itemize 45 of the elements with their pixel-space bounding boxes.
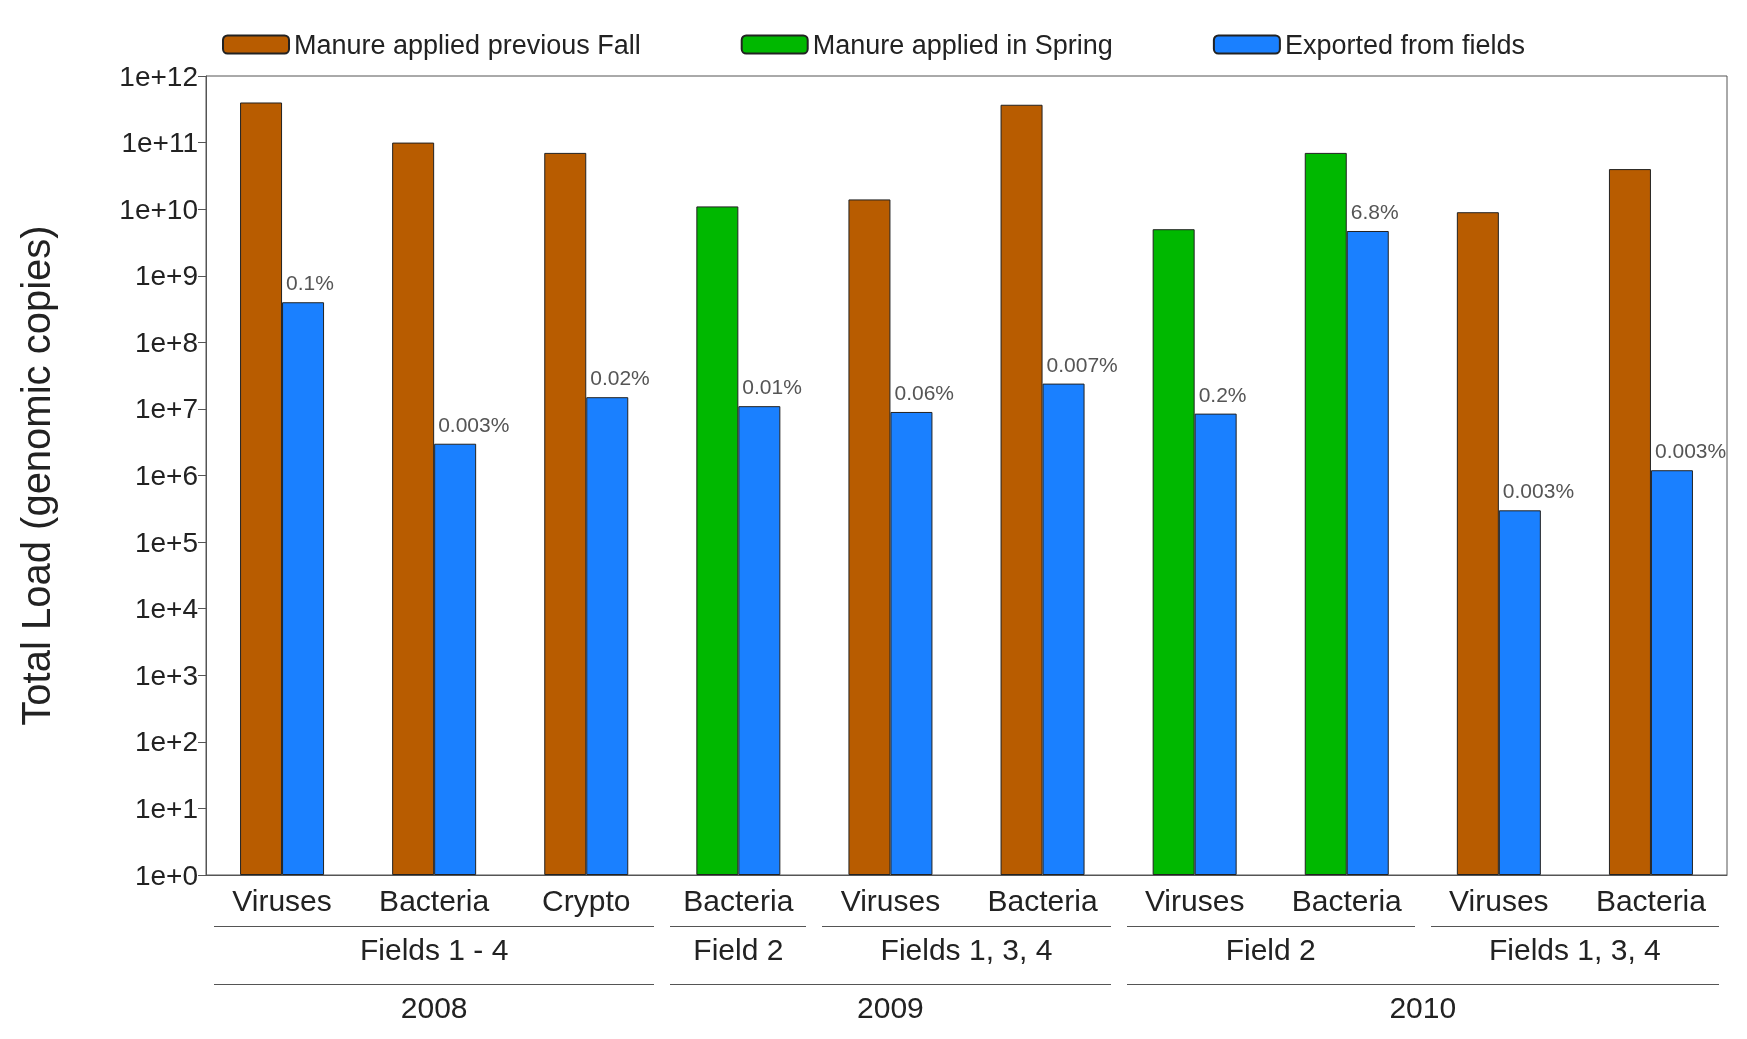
x-tick-label: Bacteria [1595,883,1707,917]
x-tick-label: Bacteria [987,883,1098,917]
y-tick-label: 1e+7 [134,393,198,425]
y-tick-label: 1e+3 [134,659,198,691]
legend-label: Manure applied in Spring [812,29,1113,60]
group-label: Fields 1, 3, 4 [822,926,1111,967]
x-tick-label: Bacteria [1291,883,1403,917]
x-tick-label: Viruses [840,883,941,917]
x-tick-label: Viruses [1144,883,1245,917]
group-label: Fields 1 - 4 [214,926,655,967]
annotation: 0.2% [1198,382,1247,406]
legend-label: Exported from fields [1284,29,1525,60]
y-tick-label: 1e+11 [121,127,198,159]
y-axis-title: Total Load (genomic copies) [14,225,58,726]
annotation: 0.06% [894,380,954,404]
y-tick-label: 1e+8 [134,326,198,358]
group-label: 2009 [670,984,1111,1025]
x-tick-label: Viruses [1449,883,1549,917]
annotation: 0.1% [286,271,334,295]
group-label: 2008 [214,984,655,1025]
annotation: 0.01% [742,375,802,399]
y-tick-label: 1e+9 [134,260,198,292]
x-tick-label: Bacteria [379,883,490,917]
y-tick-label: 1e+0 [134,859,198,891]
legend-label: Manure applied previous Fall [294,29,641,60]
y-tick-label: 1e+1 [134,792,198,824]
annotation: 0.007% [1046,352,1118,376]
y-tick-label: 1e+10 [119,193,198,225]
y-tick-label: 1e+2 [134,726,198,758]
annotation: 0.02% [590,366,650,390]
annotation: 0.003% [1654,439,1727,463]
x-tick-label: Viruses [232,883,332,917]
annotation: 0.003% [1502,479,1575,503]
group-label: Fields 1, 3, 4 [1430,926,1719,967]
y-tick-label: 1e+5 [134,526,198,558]
group-label: Field 2 [670,926,807,967]
x-tick-label: Crypto [542,883,631,917]
y-tick-label: 1e+6 [134,460,198,491]
annotation: 6.8% [1350,200,1399,223]
x-tick-label: Bacteria [683,883,794,917]
y-tick-label: 1e+12 [119,60,198,92]
y-tick-label: 1e+4 [134,593,198,625]
group-label: 2010 [1126,984,1719,1025]
group-label: Field 2 [1126,926,1415,967]
annotation: 0.003% [438,412,510,436]
